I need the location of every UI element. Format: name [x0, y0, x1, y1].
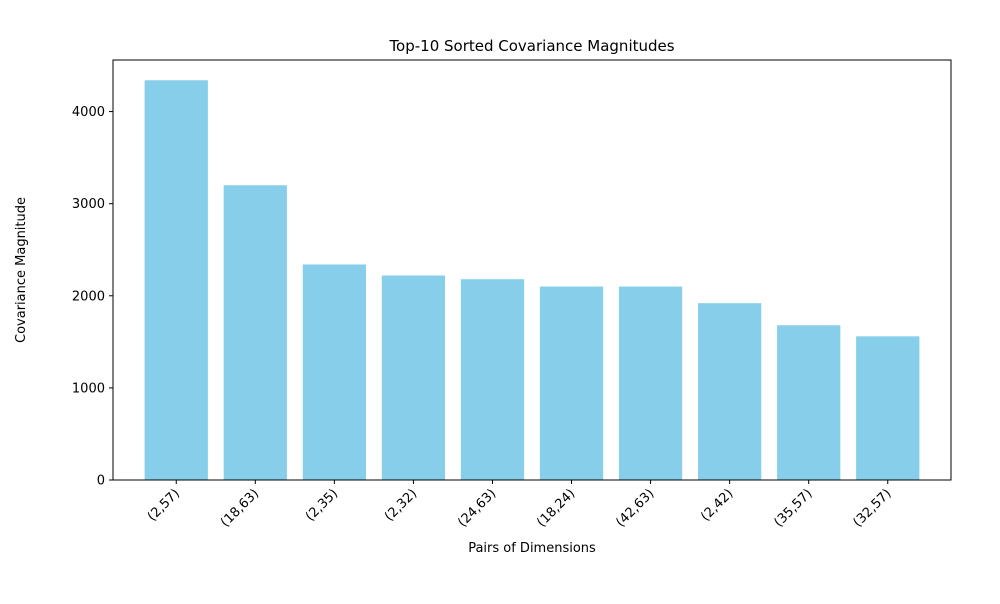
bar	[539, 286, 604, 480]
y-tick-label: 1000	[72, 381, 105, 396]
y-axis-title: Covariance Magnitude	[14, 197, 29, 343]
x-axis: (2,57) (18,63) (2,35) (2,32) (24,63) (18,24) (…	[145, 480, 895, 530]
x-tick-label: (18,24)	[534, 486, 578, 530]
bars-layer	[144, 80, 920, 480]
x-tick-label: (2,32)	[382, 486, 420, 524]
y-axis: 0 1000 2000 3000 4000	[72, 105, 113, 489]
y-tick-label: 4000	[72, 105, 105, 120]
y-tick-label: 3000	[72, 197, 105, 212]
bar	[698, 303, 762, 480]
bar	[618, 286, 683, 480]
bar	[144, 80, 208, 480]
x-tick-label: (2,42)	[698, 486, 736, 524]
x-tick-label: (24,63)	[455, 486, 499, 530]
x-tick-label: (18,63)	[218, 486, 262, 530]
x-tick-label: (35,57)	[771, 486, 815, 530]
bar	[777, 325, 841, 480]
bar	[302, 264, 366, 480]
x-tick-label: (42,63)	[613, 486, 657, 530]
bar	[856, 336, 920, 480]
x-tick-label: (32,57)	[850, 486, 894, 530]
bar	[460, 279, 525, 480]
x-axis-title: Pairs of Dimensions	[468, 541, 596, 556]
bar	[381, 275, 446, 480]
plot-frame	[112, 59, 952, 481]
y-tick-label: 0	[97, 474, 105, 489]
bar	[223, 185, 287, 480]
x-tick-label: (2,57)	[145, 486, 183, 524]
x-tick-label: (2,35)	[303, 486, 341, 524]
chart-title: Top-10 Sorted Covariance Magnitudes	[388, 37, 674, 55]
y-tick-label: 2000	[72, 289, 105, 304]
